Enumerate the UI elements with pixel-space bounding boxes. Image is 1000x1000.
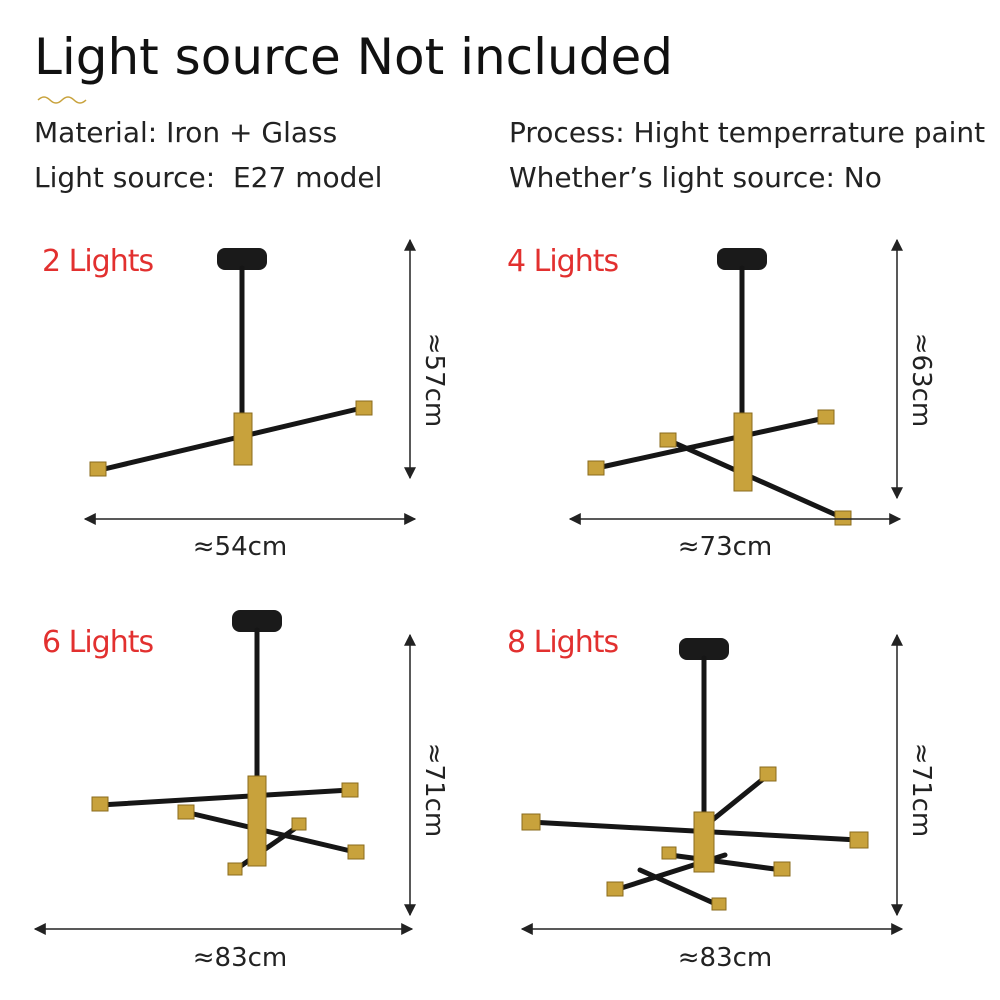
spec: Process: Hight temperrature paint — [509, 116, 985, 149]
panel-label: 6 Lights — [42, 625, 153, 660]
chandelier — [91, 610, 365, 876]
width-label: ≈83cm — [193, 943, 288, 973]
spec: Material: Iron + Glass — [34, 116, 337, 149]
width-label: ≈54cm — [193, 532, 288, 562]
panel-label: 4 Lights — [507, 244, 618, 279]
height-label: ≈57cm — [419, 333, 449, 428]
height-label: ≈71cm — [419, 743, 449, 838]
title: Light source Not included — [34, 28, 673, 86]
decoration — [37, 96, 87, 104]
chandelier — [521, 638, 869, 911]
width-label: ≈83cm — [678, 943, 773, 973]
height-label: ≈71cm — [906, 743, 936, 838]
spec: Light source: E27 model — [34, 161, 382, 194]
panel-label: 8 Lights — [507, 625, 618, 660]
chandelier — [89, 248, 373, 477]
spec: Whether’s light source: No — [509, 161, 882, 194]
panel-label: 2 Lights — [42, 244, 153, 279]
chandelier — [587, 248, 852, 526]
height-label: ≈63cm — [906, 333, 936, 428]
width-label: ≈73cm — [678, 532, 773, 562]
